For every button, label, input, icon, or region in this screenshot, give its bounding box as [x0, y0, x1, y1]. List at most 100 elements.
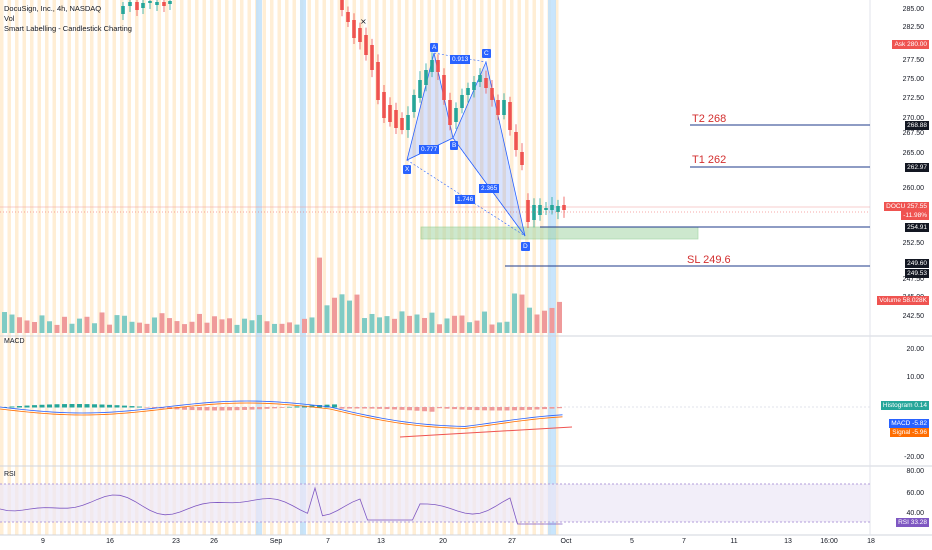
- macd-histogram-bar: [422, 407, 427, 412]
- candle-body: [490, 88, 494, 100]
- macd-histogram-bar: [17, 406, 22, 408]
- macd-histogram-bar: [219, 407, 225, 411]
- candle-body: [484, 78, 488, 88]
- session-band: [127, 0, 131, 535]
- session-band: [322, 0, 326, 535]
- session-band: [142, 0, 146, 535]
- volume-bar: [482, 311, 487, 333]
- session-band: [202, 0, 206, 535]
- macd-histogram-bar: [369, 407, 375, 409]
- macd-histogram-bar: [467, 407, 472, 410]
- volume-bar: [294, 324, 300, 333]
- volume-bar: [107, 324, 112, 333]
- session-band: [487, 0, 491, 535]
- target-1-label: T1 262: [692, 154, 727, 166]
- volume-bar: [212, 316, 217, 333]
- candle-body: [520, 152, 524, 165]
- rsi-tag: RSI 33.28: [896, 518, 929, 527]
- session-band: [510, 0, 514, 535]
- session-band: [7, 0, 11, 535]
- macd-histogram-bar: [324, 404, 330, 408]
- pattern-point-a: A: [430, 43, 439, 52]
- session-band: [37, 0, 41, 535]
- candle-body: [436, 60, 440, 72]
- session-band: [67, 0, 71, 535]
- weekend-band: [300, 0, 306, 535]
- volume-bar: [497, 322, 502, 333]
- time-axis-label: Sep: [269, 538, 283, 545]
- macd-histogram-bar: [459, 407, 465, 410]
- macd-histogram-bar: [294, 406, 300, 408]
- session-band: [457, 0, 461, 535]
- session-band: [360, 0, 364, 535]
- candle-body: [424, 70, 428, 85]
- volume-bar: [47, 321, 52, 333]
- volume-bar: [339, 294, 345, 333]
- macd-histogram-bar: [362, 407, 367, 409]
- macd-histogram-bar: [9, 406, 15, 408]
- vol-indicator-label[interactable]: Vol: [4, 14, 15, 23]
- candle-body: [418, 80, 422, 98]
- macd-histogram-bar: [474, 407, 480, 411]
- volume-bar: [362, 318, 367, 333]
- macd-histogram-bar: [107, 404, 112, 408]
- volume-bar: [459, 315, 465, 333]
- session-band: [465, 0, 469, 535]
- session-band: [262, 0, 266, 535]
- price-axis-tag: 254.91: [905, 223, 929, 232]
- stop-loss-label: SL 249.6: [687, 254, 731, 266]
- volume-bar: [429, 312, 435, 333]
- ratio-label-ab: 0.913: [450, 55, 471, 64]
- volume-bar: [384, 316, 390, 333]
- macd-line-tag: MACD -5.82: [889, 419, 929, 428]
- time-axis-label: 27: [508, 538, 516, 545]
- volume-bar: [69, 323, 75, 333]
- price-axis-tick: 282.50: [902, 24, 924, 31]
- session-band: [225, 0, 229, 535]
- candle-body: [121, 6, 125, 14]
- time-axis-label: 18: [867, 538, 875, 545]
- session-band: [187, 0, 191, 535]
- volume-bar: [2, 312, 7, 333]
- volume-bar: [257, 314, 262, 333]
- macd-histogram-bar: [197, 407, 202, 411]
- macd-histogram-bar: [99, 404, 105, 408]
- rsi-band: [0, 484, 870, 522]
- price-axis-tick: 270.00: [902, 115, 924, 122]
- macd-histogram-bar: [77, 404, 82, 408]
- session-band: [427, 0, 431, 535]
- macd-histogram-bar: [512, 407, 517, 411]
- candle-body: [556, 206, 560, 212]
- session-band: [390, 0, 394, 535]
- volume-bar: [234, 324, 240, 333]
- macd-histogram-bar: [227, 407, 232, 411]
- support-zone: [420, 226, 699, 240]
- volume-bar: [129, 321, 135, 333]
- time-axis-label: 23: [172, 538, 180, 545]
- volume-bar: [474, 320, 480, 333]
- candle-body: [454, 108, 458, 122]
- macd-histogram-bar: [32, 405, 37, 408]
- macd-histogram-bar: [557, 407, 562, 409]
- macd-histogram-bar: [384, 407, 390, 410]
- price-axis-tag: 268.88: [905, 121, 929, 130]
- price-axis-tick: 247.50: [902, 276, 924, 283]
- time-axis-label: 7: [326, 538, 330, 545]
- weekend-band: [548, 0, 556, 535]
- session-band: [172, 0, 176, 535]
- volume-bar: [332, 297, 337, 333]
- macd-histogram-bar: [317, 405, 322, 408]
- macd-histogram-bar: [279, 407, 285, 408]
- candle-body: [162, 2, 166, 6]
- price-axis-tag: 249.53: [905, 269, 929, 278]
- candle-body: [141, 3, 145, 8]
- macd-tick: -20.00: [904, 454, 924, 461]
- session-band: [22, 0, 26, 535]
- macd-histogram-bar: [437, 407, 442, 409]
- smart-labelling-indicator-label[interactable]: Smart Labelling - Candlestick Charting: [4, 24, 132, 33]
- session-band: [217, 0, 221, 535]
- session-band: [292, 0, 296, 535]
- candle-body: [412, 95, 416, 112]
- session-band: [15, 0, 19, 535]
